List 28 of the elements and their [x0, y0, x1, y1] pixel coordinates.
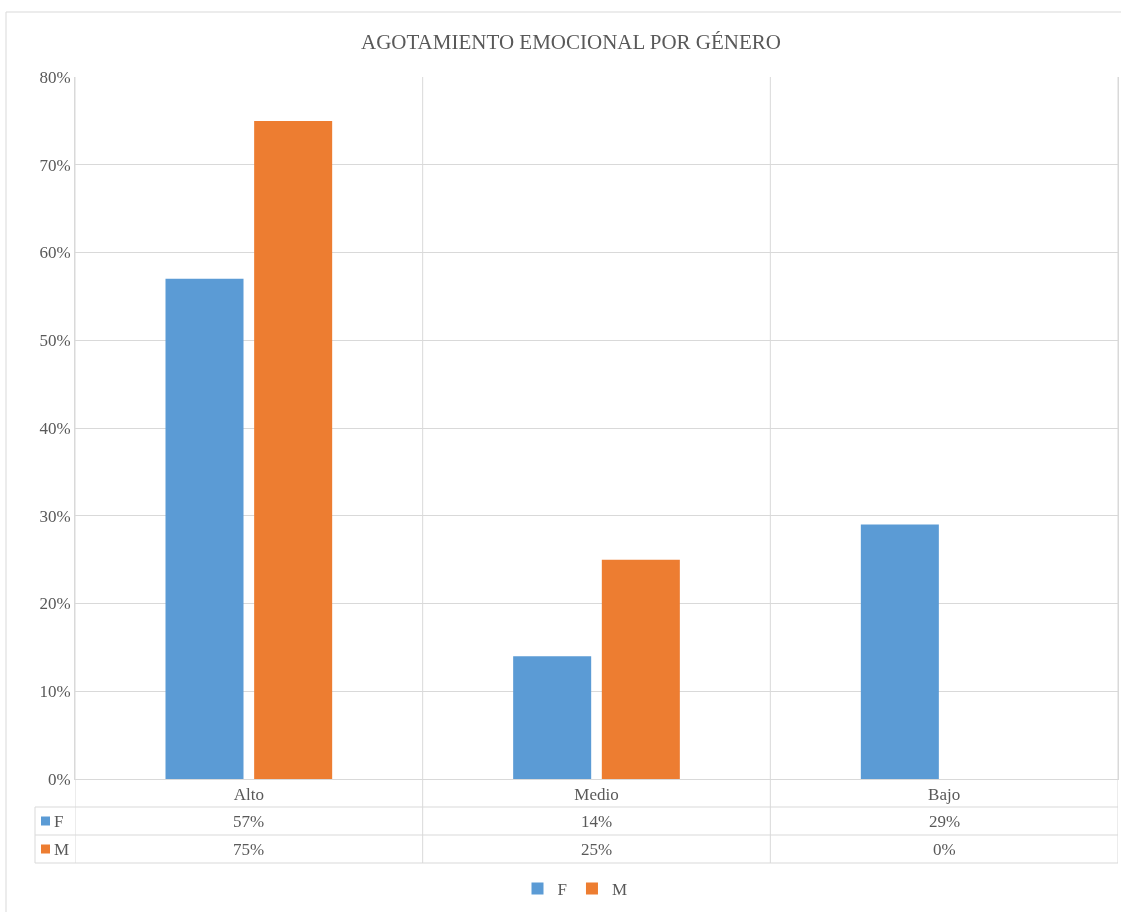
data-label: 25% — [581, 840, 613, 859]
text: M — [54, 840, 70, 859]
x-tick-label: Alto — [233, 785, 264, 805]
y-tick-label: 20% — [39, 594, 71, 614]
legend-label: M — [611, 880, 628, 900]
y-tick-label: 70% — [39, 155, 71, 175]
y-tick-label: 60% — [39, 243, 71, 263]
x-tick-label: Medio — [574, 785, 619, 805]
data-label: 75% — [233, 840, 265, 859]
y-tick-label: 50% — [39, 331, 71, 351]
bar — [601, 559, 680, 779]
data-label: 0% — [933, 840, 956, 859]
bar — [254, 120, 333, 779]
y-tick-label: 0% — [47, 769, 71, 789]
y-tick-label: 10% — [39, 682, 71, 702]
x-tick-label: Bajo — [928, 785, 961, 805]
chart-title: AGOTAMIENTO EMOCIONAL POR GÉNERO — [360, 30, 782, 55]
data-label: 57% — [233, 812, 265, 831]
data-label: 14% — [581, 812, 613, 831]
bar — [860, 524, 939, 779]
text: F — [54, 812, 64, 831]
bar — [165, 278, 244, 779]
y-tick-label: 40% — [39, 418, 71, 438]
y-tick-label: 80% — [39, 67, 71, 87]
data-label: 29% — [929, 812, 961, 831]
y-tick-label: 30% — [39, 506, 71, 526]
legend-label: F — [557, 880, 567, 900]
bar — [513, 656, 592, 779]
